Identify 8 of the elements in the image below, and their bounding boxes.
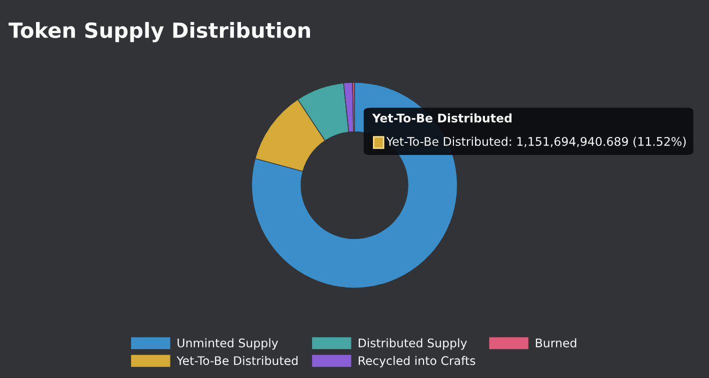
text: Yet-To-Be Distributed (372, 113, 512, 122)
legend-label: Unminted Supply (178, 338, 278, 350)
legend-label: Distributed Supply (358, 338, 467, 350)
text: Yet-To-Be Distributed: 1,151,694,940.689 (11.52%) (386, 136, 686, 148)
legend-label: Recycled into Crafts (358, 356, 476, 368)
legend-label: Burned (536, 338, 576, 348)
chart-title: Token Supply Distribution (8, 22, 310, 42)
legend-label: Yet-To-Be Distributed (176, 356, 298, 366)
